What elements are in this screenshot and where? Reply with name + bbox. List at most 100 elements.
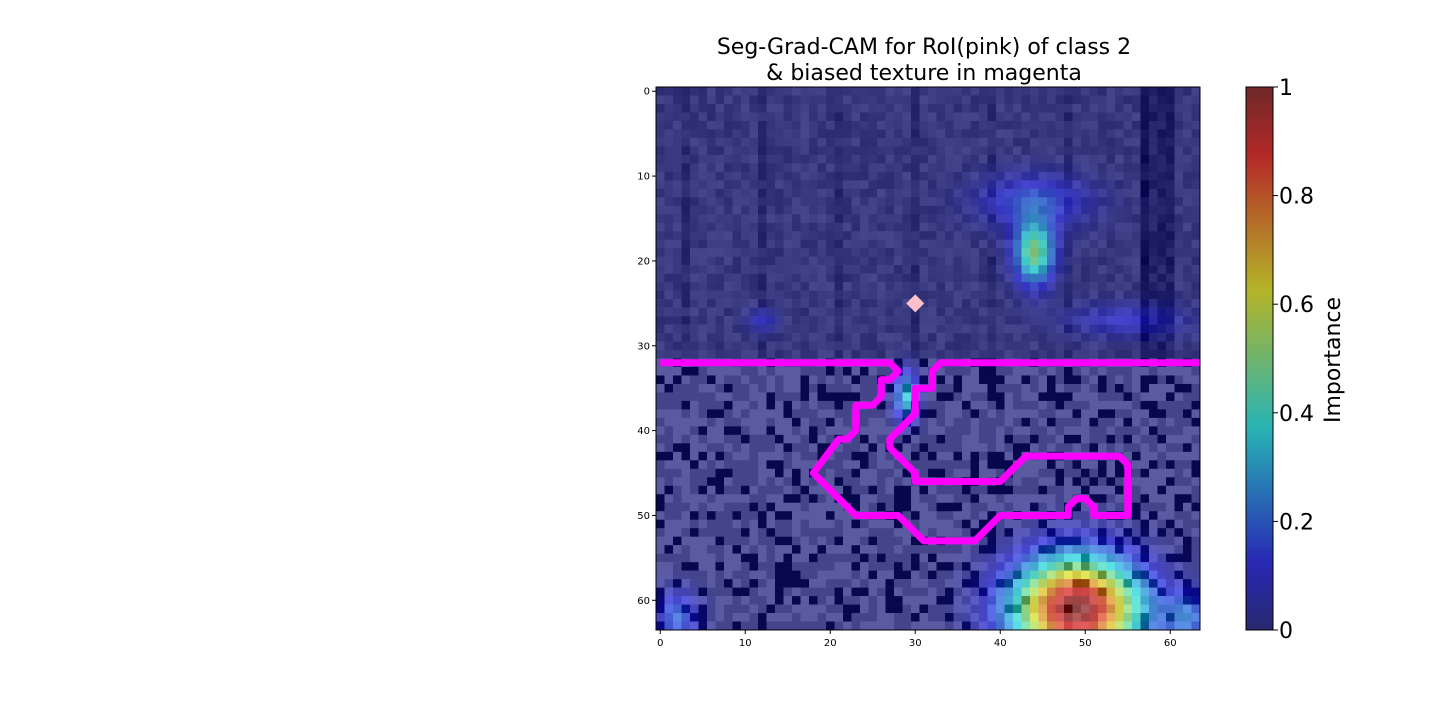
heatmap-cell bbox=[809, 621, 818, 630]
heatmap-cell bbox=[979, 562, 988, 571]
heatmap-cell bbox=[749, 579, 759, 588]
heatmap-cell bbox=[877, 460, 886, 470]
heatmap-cell bbox=[1132, 511, 1141, 520]
heatmap-cell bbox=[1115, 562, 1124, 571]
heatmap-cell bbox=[1123, 273, 1133, 283]
heatmap-cell bbox=[775, 129, 784, 139]
heatmap-cell bbox=[953, 154, 963, 164]
heatmap-cell bbox=[724, 333, 733, 342]
heatmap-cell bbox=[894, 579, 903, 588]
heatmap-cell bbox=[987, 282, 997, 291]
heatmap-cell bbox=[928, 426, 937, 436]
heatmap-cell bbox=[783, 299, 793, 308]
heatmap-cell bbox=[987, 350, 997, 359]
heatmap-cell bbox=[741, 375, 750, 385]
heatmap-cell bbox=[732, 180, 742, 190]
heatmap-cell bbox=[860, 528, 869, 537]
heatmap-cell bbox=[724, 485, 733, 495]
heatmap-cell bbox=[758, 137, 767, 147]
heatmap-cell bbox=[809, 256, 818, 266]
heatmap-cell bbox=[783, 621, 793, 630]
heatmap-cell bbox=[1174, 502, 1184, 512]
heatmap-cell bbox=[741, 579, 750, 588]
colorbar-segment bbox=[1246, 409, 1273, 415]
heatmap-cell bbox=[936, 137, 946, 147]
heatmap-cell bbox=[877, 316, 886, 325]
heatmap-cell bbox=[724, 231, 733, 241]
heatmap-cell bbox=[843, 519, 852, 529]
heatmap-cell bbox=[1004, 451, 1014, 461]
heatmap-cell bbox=[673, 494, 682, 504]
heatmap-cell bbox=[690, 494, 699, 504]
heatmap-cell bbox=[1072, 290, 1082, 300]
heatmap-cell bbox=[970, 87, 980, 96]
heatmap-cell bbox=[809, 239, 818, 249]
heatmap-cell bbox=[749, 316, 759, 325]
heatmap-cell bbox=[928, 443, 937, 453]
heatmap-cell bbox=[1157, 103, 1167, 113]
heatmap-cell bbox=[877, 154, 886, 164]
heatmap-cell bbox=[1030, 146, 1039, 156]
heatmap-cell bbox=[724, 443, 733, 453]
heatmap-cell bbox=[1038, 214, 1048, 224]
heatmap-cell bbox=[800, 409, 810, 419]
heatmap-cell bbox=[851, 333, 861, 342]
heatmap-cell bbox=[732, 451, 742, 461]
heatmap-cell bbox=[1047, 188, 1056, 198]
heatmap-cell bbox=[1047, 282, 1056, 291]
heatmap-cell bbox=[809, 103, 818, 113]
heatmap-cell bbox=[707, 87, 716, 96]
heatmap-cell bbox=[766, 434, 776, 444]
heatmap-cell bbox=[979, 341, 988, 351]
heatmap-cell bbox=[928, 112, 937, 122]
heatmap-cell bbox=[1140, 570, 1150, 580]
heatmap-cell bbox=[698, 146, 708, 156]
heatmap-cell bbox=[690, 604, 699, 614]
heatmap-cell bbox=[996, 265, 1005, 274]
heatmap-cell bbox=[809, 197, 818, 207]
heatmap-cell bbox=[707, 460, 716, 470]
heatmap-cell bbox=[1149, 621, 1158, 630]
heatmap-cell bbox=[970, 214, 980, 224]
heatmap-cell bbox=[1149, 443, 1158, 453]
heatmap-cell bbox=[979, 231, 988, 241]
heatmap-cell bbox=[1038, 231, 1048, 241]
heatmap-cell bbox=[1064, 545, 1073, 554]
heatmap-cell bbox=[826, 519, 835, 529]
heatmap-cell bbox=[766, 273, 776, 283]
heatmap-cell bbox=[877, 596, 886, 605]
heatmap-cell bbox=[987, 180, 997, 190]
heatmap-cell bbox=[1013, 579, 1022, 588]
heatmap-cell bbox=[860, 180, 869, 190]
heatmap-cell bbox=[868, 231, 878, 241]
heatmap-cell bbox=[979, 417, 988, 427]
heatmap-cell bbox=[707, 180, 716, 190]
heatmap-cell bbox=[1013, 366, 1022, 376]
heatmap-cell bbox=[766, 587, 776, 597]
heatmap-cell bbox=[1064, 137, 1073, 147]
heatmap-cell bbox=[1174, 621, 1184, 630]
heatmap-cell bbox=[919, 231, 929, 241]
heatmap-cell bbox=[1055, 409, 1065, 419]
heatmap-cell bbox=[894, 112, 903, 122]
heatmap-cell bbox=[724, 256, 733, 266]
heatmap-cell bbox=[970, 519, 980, 529]
heatmap-cell bbox=[953, 324, 963, 334]
colorbar-segment bbox=[1246, 375, 1273, 381]
heatmap-cell bbox=[996, 519, 1005, 529]
heatmap-cell bbox=[732, 579, 742, 588]
heatmap-cell bbox=[809, 341, 818, 351]
heatmap-cell bbox=[664, 333, 674, 342]
heatmap-cell bbox=[987, 417, 997, 427]
heatmap-cell bbox=[664, 316, 674, 325]
heatmap-cell bbox=[698, 417, 708, 427]
heatmap-cell bbox=[809, 553, 818, 563]
heatmap-cell bbox=[945, 154, 954, 164]
heatmap-cell bbox=[656, 579, 665, 588]
heatmap-cell bbox=[1081, 316, 1090, 325]
heatmap-cell bbox=[792, 112, 801, 122]
heatmap-cell bbox=[724, 129, 733, 139]
heatmap-cell bbox=[698, 299, 708, 308]
heatmap-cell bbox=[1064, 613, 1073, 622]
heatmap-cell bbox=[1123, 553, 1133, 563]
